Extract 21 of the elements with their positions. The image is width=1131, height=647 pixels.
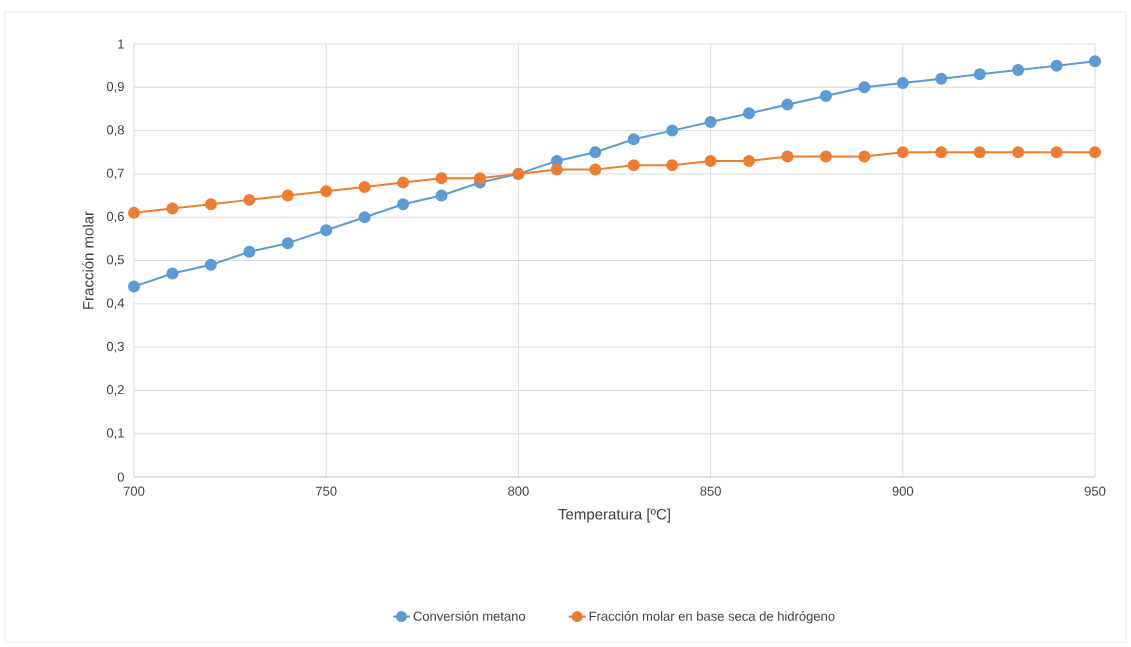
x-tick-label: 750 bbox=[316, 486, 337, 496]
y-tick-label: 0,5 bbox=[106, 255, 124, 266]
x-tick-label: 950 bbox=[1084, 486, 1106, 496]
x-tick-label: 700 bbox=[123, 486, 145, 496]
legend-label: Conversión metano bbox=[413, 611, 526, 621]
y-tick-label: 0 bbox=[117, 472, 124, 482]
y-tick-label: 0,1 bbox=[106, 428, 124, 440]
y-tick-label: 0,3 bbox=[106, 341, 124, 353]
y-tick-label: 0,4 bbox=[106, 298, 125, 310]
x-tick-label: 850 bbox=[700, 486, 721, 496]
y-axis-title: Fracción molar bbox=[82, 211, 94, 309]
x-axis-title: Temperatura [ºC] bbox=[558, 508, 670, 523]
x-tick-label: 800 bbox=[508, 486, 529, 496]
x-tick-label: 900 bbox=[892, 486, 914, 496]
y-tick-label: 0,2 bbox=[106, 385, 124, 396]
legend-label: Fracción molar en base seca de hidrógeno bbox=[589, 611, 835, 624]
y-tick-label: 0,7 bbox=[106, 168, 124, 180]
y-tick-label: 0,8 bbox=[106, 125, 124, 136]
y-tick-label: 1 bbox=[118, 39, 124, 49]
y-tick-label: 0,6 bbox=[106, 211, 124, 223]
y-tick-label: 0,9 bbox=[106, 81, 124, 93]
